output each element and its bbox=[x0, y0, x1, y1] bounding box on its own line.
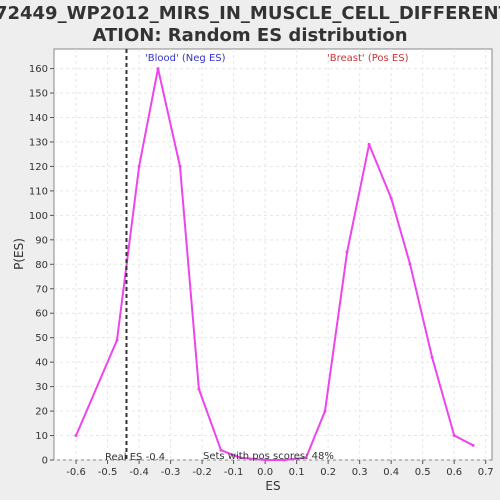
data-point bbox=[178, 164, 182, 168]
data-point bbox=[238, 456, 242, 460]
data-point bbox=[345, 250, 349, 254]
y-tick-label: 90 bbox=[35, 235, 48, 246]
y-tick-label: 80 bbox=[35, 260, 48, 271]
y-tick-label: 100 bbox=[29, 211, 48, 222]
x-tick-label: 0.2 bbox=[320, 467, 336, 478]
y-tick-label: 160 bbox=[29, 64, 48, 75]
chart-title-line-2: ATION: Random ES distribution bbox=[92, 25, 407, 46]
x-axis-ticks: -0.6 -0.5 -0.4 -0.3 -0.2 -0.1 0.0 0.1 0.2 0.3 0.4 0… bbox=[66, 460, 494, 478]
y-tick-label: 120 bbox=[29, 162, 48, 173]
y-tick-label: 70 bbox=[35, 284, 48, 295]
data-point bbox=[282, 458, 286, 462]
y-tick-label: 10 bbox=[35, 431, 48, 442]
data-point bbox=[197, 387, 201, 391]
y-tick-label: 150 bbox=[29, 89, 48, 100]
data-point bbox=[304, 456, 308, 460]
y-axis-ticks: 0 10 20 30 40 50 60 70 80 90 100 110 120 130 140 150 160 bbox=[29, 64, 54, 467]
x-tick-label: -0.5 bbox=[98, 467, 118, 478]
data-point bbox=[471, 443, 475, 447]
real-es-label: Real ES -0.4 bbox=[105, 452, 165, 463]
data-point bbox=[137, 164, 141, 168]
data-point bbox=[74, 434, 78, 438]
y-tick-label: 20 bbox=[35, 407, 48, 418]
data-point bbox=[367, 142, 371, 146]
pos-es-label: 'Breast' (Pos ES) bbox=[327, 53, 409, 64]
data-point bbox=[408, 262, 412, 266]
y-axis-label: P(ES) bbox=[12, 238, 26, 270]
data-point bbox=[115, 338, 119, 342]
y-tick-label: 140 bbox=[29, 113, 48, 124]
x-tick-label: 0.1 bbox=[289, 467, 305, 478]
x-tick-label: 0.0 bbox=[257, 467, 273, 478]
chart-title-line-1: 672449_WP2012_MIRS_IN_MUSCLE_CELL_DIFFER… bbox=[0, 3, 500, 24]
y-tick-label: 110 bbox=[29, 186, 48, 197]
x-tick-label: 0.3 bbox=[352, 467, 368, 478]
data-point bbox=[430, 355, 434, 359]
y-tick-label: 0 bbox=[42, 456, 48, 467]
x-tick-label: 0.6 bbox=[446, 467, 462, 478]
x-tick-label: 0.7 bbox=[478, 467, 494, 478]
data-point bbox=[219, 448, 223, 452]
x-tick-label: -0.3 bbox=[161, 467, 181, 478]
data-point bbox=[263, 458, 267, 462]
series-points bbox=[74, 67, 475, 462]
plot-area bbox=[53, 48, 493, 461]
x-tick-label: -0.1 bbox=[224, 467, 244, 478]
x-tick-label: 0.5 bbox=[415, 467, 431, 478]
y-tick-label: 130 bbox=[29, 137, 48, 148]
data-point bbox=[323, 409, 327, 413]
y-tick-label: 50 bbox=[35, 333, 48, 344]
data-point bbox=[452, 434, 456, 438]
y-tick-label: 30 bbox=[35, 382, 48, 393]
y-tick-label: 60 bbox=[35, 309, 48, 320]
pos-scores-label: Sets with pos scores: 48% bbox=[203, 451, 334, 462]
x-tick-label: 0.4 bbox=[383, 467, 399, 478]
x-tick-label: -0.2 bbox=[192, 467, 212, 478]
y-tick-label: 40 bbox=[35, 358, 48, 369]
x-tick-label: -0.6 bbox=[66, 467, 86, 478]
data-point bbox=[389, 196, 393, 200]
x-tick-label: -0.4 bbox=[129, 467, 149, 478]
data-point bbox=[156, 67, 160, 71]
neg-es-label: 'Blood' (Neg ES) bbox=[145, 53, 226, 64]
x-axis-label: ES bbox=[265, 479, 280, 493]
